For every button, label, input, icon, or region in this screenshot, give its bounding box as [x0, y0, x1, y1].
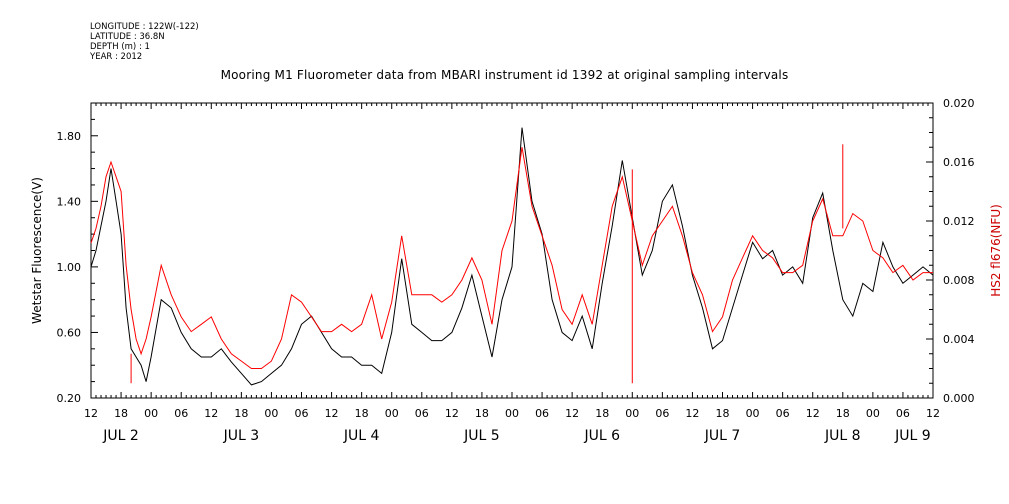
y-right-axis-title: HS2 fl676(NFU) [989, 204, 1003, 297]
day-label: JUL 2 [102, 428, 139, 444]
x-tick-label: 06 [415, 407, 429, 420]
y-left-tick-label: 1.40 [57, 195, 82, 208]
day-label: JUL 6 [583, 428, 620, 444]
y-left-tick-label: 1.80 [57, 130, 82, 143]
x-tick-label: 00 [746, 407, 760, 420]
day-label: JUL 3 [223, 428, 260, 444]
x-tick-label: 06 [535, 407, 549, 420]
x-tick-label: 18 [716, 407, 730, 420]
x-tick-label: 12 [84, 407, 98, 420]
longitude-text: LONGITUDE : 122W(-122) [90, 22, 199, 32]
x-tick-label: 00 [264, 407, 278, 420]
day-label: JUL 5 [463, 428, 500, 444]
y-right-tick-label: 0.016 [943, 156, 975, 169]
plot-frame [90, 102, 934, 399]
x-tick-label: 18 [114, 407, 128, 420]
x-tick-label: 06 [655, 407, 669, 420]
x-tick-label: 12 [565, 407, 579, 420]
day-label: JUL 9 [894, 428, 931, 444]
day-label: JUL 4 [343, 428, 380, 444]
x-tick-label: 06 [776, 407, 790, 420]
depth-text: DEPTH (m) : 1 [90, 42, 150, 52]
day-label: JUL 7 [704, 428, 741, 444]
latitude-text: LATITUDE : 36.8N [90, 32, 165, 42]
y-right-tick-label: 0.004 [943, 333, 975, 346]
y-left-tick-label: 1.00 [57, 261, 82, 274]
x-tick-label: 00 [385, 407, 399, 420]
y-right-tick-label: 0.020 [943, 97, 975, 110]
day-label: JUL 8 [824, 428, 861, 444]
x-tick-label: 00 [625, 407, 639, 420]
x-tick-label: 06 [896, 407, 910, 420]
x-tick-label: 12 [926, 407, 940, 420]
x-tick-label: 12 [685, 407, 699, 420]
chart-title: Mooring M1 Fluorometer data from MBARI i… [220, 68, 789, 82]
x-tick-label: 18 [355, 407, 369, 420]
x-tick-label: 12 [806, 407, 820, 420]
y-left-tick-label: 0.20 [57, 392, 82, 405]
series-line-hs2 [90, 147, 933, 369]
year-text: YEAR : 2012 [90, 52, 143, 62]
x-tick-label: 00 [866, 407, 880, 420]
x-tick-label: 06 [295, 407, 309, 420]
x-tick-label: 06 [174, 407, 188, 420]
x-tick-label: 12 [325, 407, 339, 420]
y-left-tick-label: 0.60 [57, 326, 82, 339]
y-right-tick-label: 0.008 [943, 274, 975, 287]
x-tick-label: 18 [475, 407, 489, 420]
y-right-tick-label: 0.012 [943, 215, 975, 228]
x-tick-label: 18 [836, 407, 850, 420]
x-tick-label: 18 [595, 407, 609, 420]
x-tick-label: 12 [204, 407, 218, 420]
x-tick-label: 00 [505, 407, 519, 420]
y-left-axis-title: Wetstar Fluorescence(V) [30, 177, 44, 324]
header-metadata: LONGITUDE : 122W(-122) LATITUDE : 36.8N … [90, 22, 199, 62]
x-tick-label: 12 [445, 407, 459, 420]
y-right-tick-label: 0.000 [943, 392, 975, 405]
x-tick-label: 18 [234, 407, 248, 420]
x-tick-label: 00 [144, 407, 158, 420]
series-line-wetstar [90, 127, 934, 386]
